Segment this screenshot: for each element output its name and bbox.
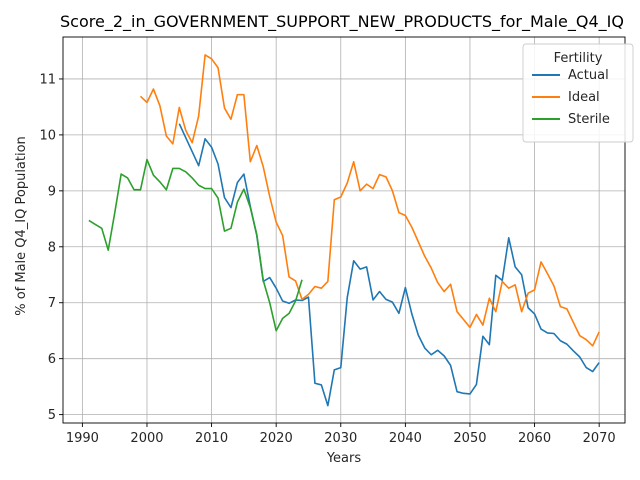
series-line-actual [178,123,600,407]
legend-items: Actual Ideal Sterile [532,68,610,127]
series-lines [88,54,600,407]
legend-label-ideal: Ideal [568,90,600,105]
y-tick-label: 7 [48,296,56,311]
x-tick-label: 1990 [66,431,99,446]
x-tick-label: 2020 [260,431,293,446]
x-tick-label: 2060 [518,431,551,446]
plot-frame [62,36,626,424]
x-tick-label: 2030 [324,431,357,446]
y-tick-label: 11 [39,72,56,87]
x-tick-label: 2070 [583,431,616,446]
y-axis-label: % of Male Q4_IQ Population [14,136,29,316]
axis-ticks: 1990 2000 2010 2020 2030 2040 2050 2060 2070 5 6 7 8… [39,72,615,446]
x-tick-label: 2040 [389,431,422,446]
y-tick-label: 6 [48,352,56,367]
y-tick-label: 9 [48,184,56,199]
legend-title: Fertility [554,51,603,66]
legend-label-actual: Actual [568,68,609,83]
y-tick-label: 10 [39,128,56,143]
legend-box [522,43,634,143]
chart-title: Score_2_in_GOVERNMENT_SUPPORT_NEW_PRODUC… [60,12,624,32]
series-line-ideal [139,54,600,347]
x-axis-label: Years [326,451,362,466]
legend: Fertility Actual Ideal Sterile [522,43,634,143]
y-tick-label: 8 [48,240,56,255]
x-tick-label: 2010 [195,431,228,446]
x-tick-label: 2000 [130,431,163,446]
x-tick-label: 2050 [453,431,486,446]
legend-label-sterile: Sterile [568,112,610,127]
y-tick-label: 5 [48,408,56,423]
series-line-sterile [88,158,303,332]
